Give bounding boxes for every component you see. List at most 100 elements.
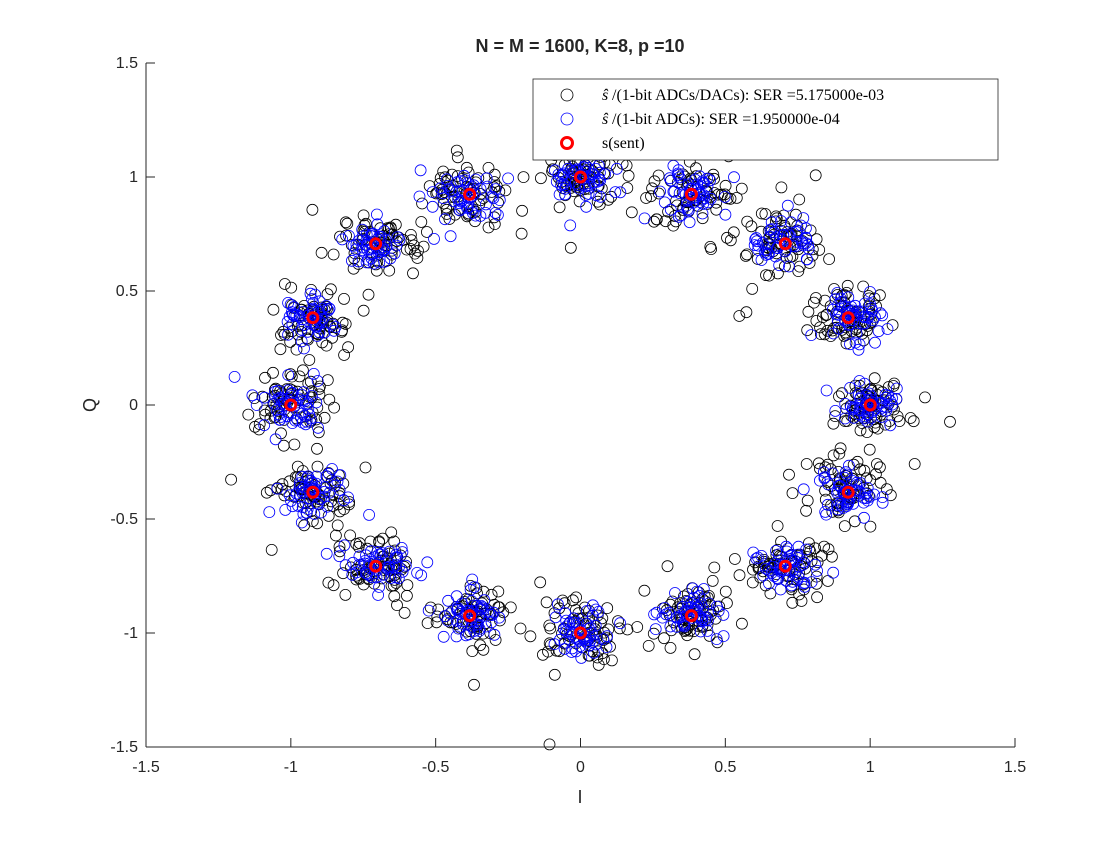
data-point-blue <box>370 208 383 221</box>
data-point-black <box>612 615 624 627</box>
legend-marker-blue <box>560 112 574 126</box>
data-point-black <box>313 388 326 401</box>
data-point-blue <box>279 503 292 516</box>
data-point-blue <box>658 196 671 209</box>
data-point-blue <box>829 404 842 417</box>
data-point-blue <box>558 636 571 649</box>
data-point-black <box>352 540 365 553</box>
data-point-black <box>391 599 403 611</box>
data-point-blue <box>361 253 374 266</box>
data-point-black <box>350 569 363 582</box>
legend: ŝ /(1-bit ADCs/DACs): SER =5.175000e-03 … <box>532 78 999 161</box>
data-point-blue <box>751 235 763 248</box>
data-point-black <box>265 544 278 556</box>
data-point-blue <box>701 625 714 637</box>
data-point-blue <box>772 548 785 561</box>
data-point-black <box>440 201 453 214</box>
data-point-blue <box>850 327 863 340</box>
data-point-blue <box>329 321 342 333</box>
data-point-blue <box>228 370 241 383</box>
data-point-black <box>437 165 450 178</box>
data-point-black <box>326 499 339 512</box>
data-point-blue <box>711 600 723 613</box>
data-point-black <box>690 162 702 175</box>
data-point-blue <box>373 581 386 593</box>
data-point-black <box>333 540 346 553</box>
data-point-blue <box>845 400 857 413</box>
data-point-black <box>253 418 266 431</box>
data-point-blue <box>282 384 295 397</box>
data-point-black <box>322 576 335 589</box>
data-point-black <box>606 654 618 667</box>
data-point-black <box>601 602 614 614</box>
data-point-blue <box>880 401 893 414</box>
data-point-blue <box>399 559 412 572</box>
data-point-blue <box>558 643 571 655</box>
data-point-black <box>311 517 324 530</box>
data-point-black <box>754 571 767 584</box>
data-point-blue <box>880 391 892 404</box>
data-point-blue <box>611 162 623 175</box>
data-point-blue <box>489 206 502 219</box>
data-point-blue <box>597 633 610 645</box>
data-point-black <box>370 264 383 277</box>
data-point-blue <box>476 601 489 613</box>
data-point-black <box>828 283 840 295</box>
data-point-black <box>329 529 342 542</box>
data-point-black <box>415 216 428 228</box>
data-point-black <box>388 590 401 603</box>
data-point-blue <box>559 188 571 201</box>
data-point-blue <box>273 413 286 426</box>
data-point-blue <box>553 188 566 201</box>
x-tick-label: 1.5 <box>1004 759 1026 776</box>
data-point-black <box>293 489 306 502</box>
y-tick-label: 1.5 <box>116 55 138 72</box>
data-point-black <box>652 169 665 182</box>
data-point-blue <box>614 617 626 630</box>
data-point-blue <box>390 239 403 252</box>
data-point-black <box>321 374 334 387</box>
data-point-black <box>548 668 561 681</box>
data-point-blue <box>857 496 870 509</box>
data-point-blue <box>690 599 702 611</box>
data-point-blue <box>465 203 478 216</box>
data-point-blue <box>322 304 335 317</box>
data-point-blue <box>818 466 830 479</box>
data-point-black <box>832 500 844 513</box>
data-point-blue <box>339 559 352 572</box>
data-point-black <box>733 310 746 322</box>
data-point-black <box>311 460 324 473</box>
data-point-blue <box>594 166 606 179</box>
data-point-blue <box>774 583 787 596</box>
data-point-black <box>783 468 795 481</box>
data-point-blue <box>478 594 491 607</box>
data-point-blue <box>455 195 468 208</box>
data-point-blue <box>790 226 802 238</box>
data-point-black <box>489 634 502 646</box>
data-point-blue <box>282 296 295 309</box>
data-point-black <box>553 201 566 214</box>
data-point-black <box>708 561 721 574</box>
data-point-blue <box>314 492 327 505</box>
data-point-blue <box>353 234 366 247</box>
data-point-black <box>730 191 743 204</box>
data-point-blue <box>466 573 479 586</box>
data-point-blue <box>437 630 450 643</box>
data-point-black <box>334 230 346 243</box>
data-point-black <box>667 219 680 232</box>
x-tick-label: 0.5 <box>714 759 736 776</box>
data-point-black <box>596 612 609 625</box>
data-point-black <box>668 210 681 223</box>
data-point-blue <box>384 252 397 265</box>
data-point-blue <box>378 255 391 268</box>
data-point-blue <box>393 234 406 247</box>
data-point-blue <box>802 238 815 251</box>
data-point-blue <box>421 556 434 569</box>
data-point-black <box>342 341 355 354</box>
data-point-blue <box>426 200 439 213</box>
data-point-black <box>779 260 791 273</box>
data-point-black <box>786 487 799 500</box>
data-point-blue <box>809 558 822 571</box>
data-point-black <box>803 537 815 549</box>
